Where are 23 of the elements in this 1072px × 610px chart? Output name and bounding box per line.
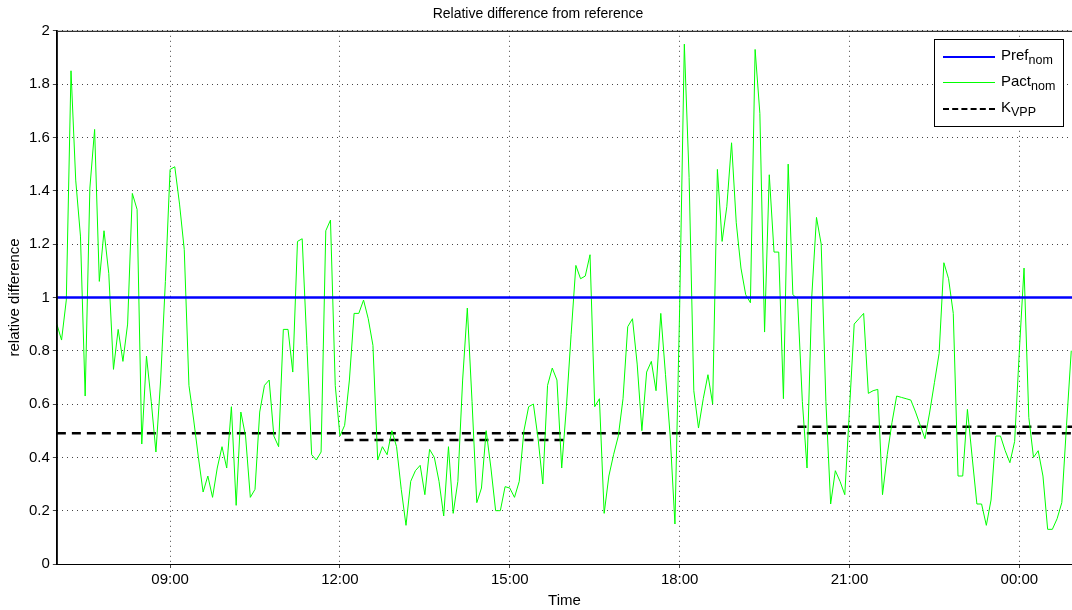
y-tick-label: 0.4	[28, 447, 50, 465]
x-tick-label: 12:00	[321, 570, 359, 588]
y-tick-label: 0.8	[28, 340, 50, 358]
y-tick-label: 1.4	[28, 180, 50, 198]
y-tick-label: 0	[41, 554, 50, 572]
y-tick-label: 1.6	[28, 127, 50, 145]
x-tick-label: 21:00	[830, 570, 869, 588]
y-tick-label: 1.2	[28, 234, 50, 252]
y-axis-title: relative difference	[5, 238, 23, 357]
y-tick-label: 0.2	[28, 500, 50, 518]
x-tick-label: 15:00	[491, 570, 529, 588]
y-tick-label: 2	[41, 20, 50, 38]
legend-label: Pact$_{nom}$	[1001, 72, 1056, 94]
chart-title: Relative difference from reference	[432, 5, 644, 22]
y-tick-label: 1.8	[28, 74, 50, 92]
x-tick-label: 00:00	[1000, 570, 1039, 588]
y-tick-label: 0.6	[28, 394, 50, 412]
legend-label: Pref$_{nom}$	[1001, 46, 1053, 68]
x-axis-title: Time	[548, 591, 581, 609]
legend-label: K$_{VPP}$	[1001, 98, 1037, 120]
y-tick-label: 1	[41, 287, 50, 305]
x-tick-label: 09:00	[151, 570, 189, 588]
x-tick-label: 18:00	[660, 570, 699, 588]
